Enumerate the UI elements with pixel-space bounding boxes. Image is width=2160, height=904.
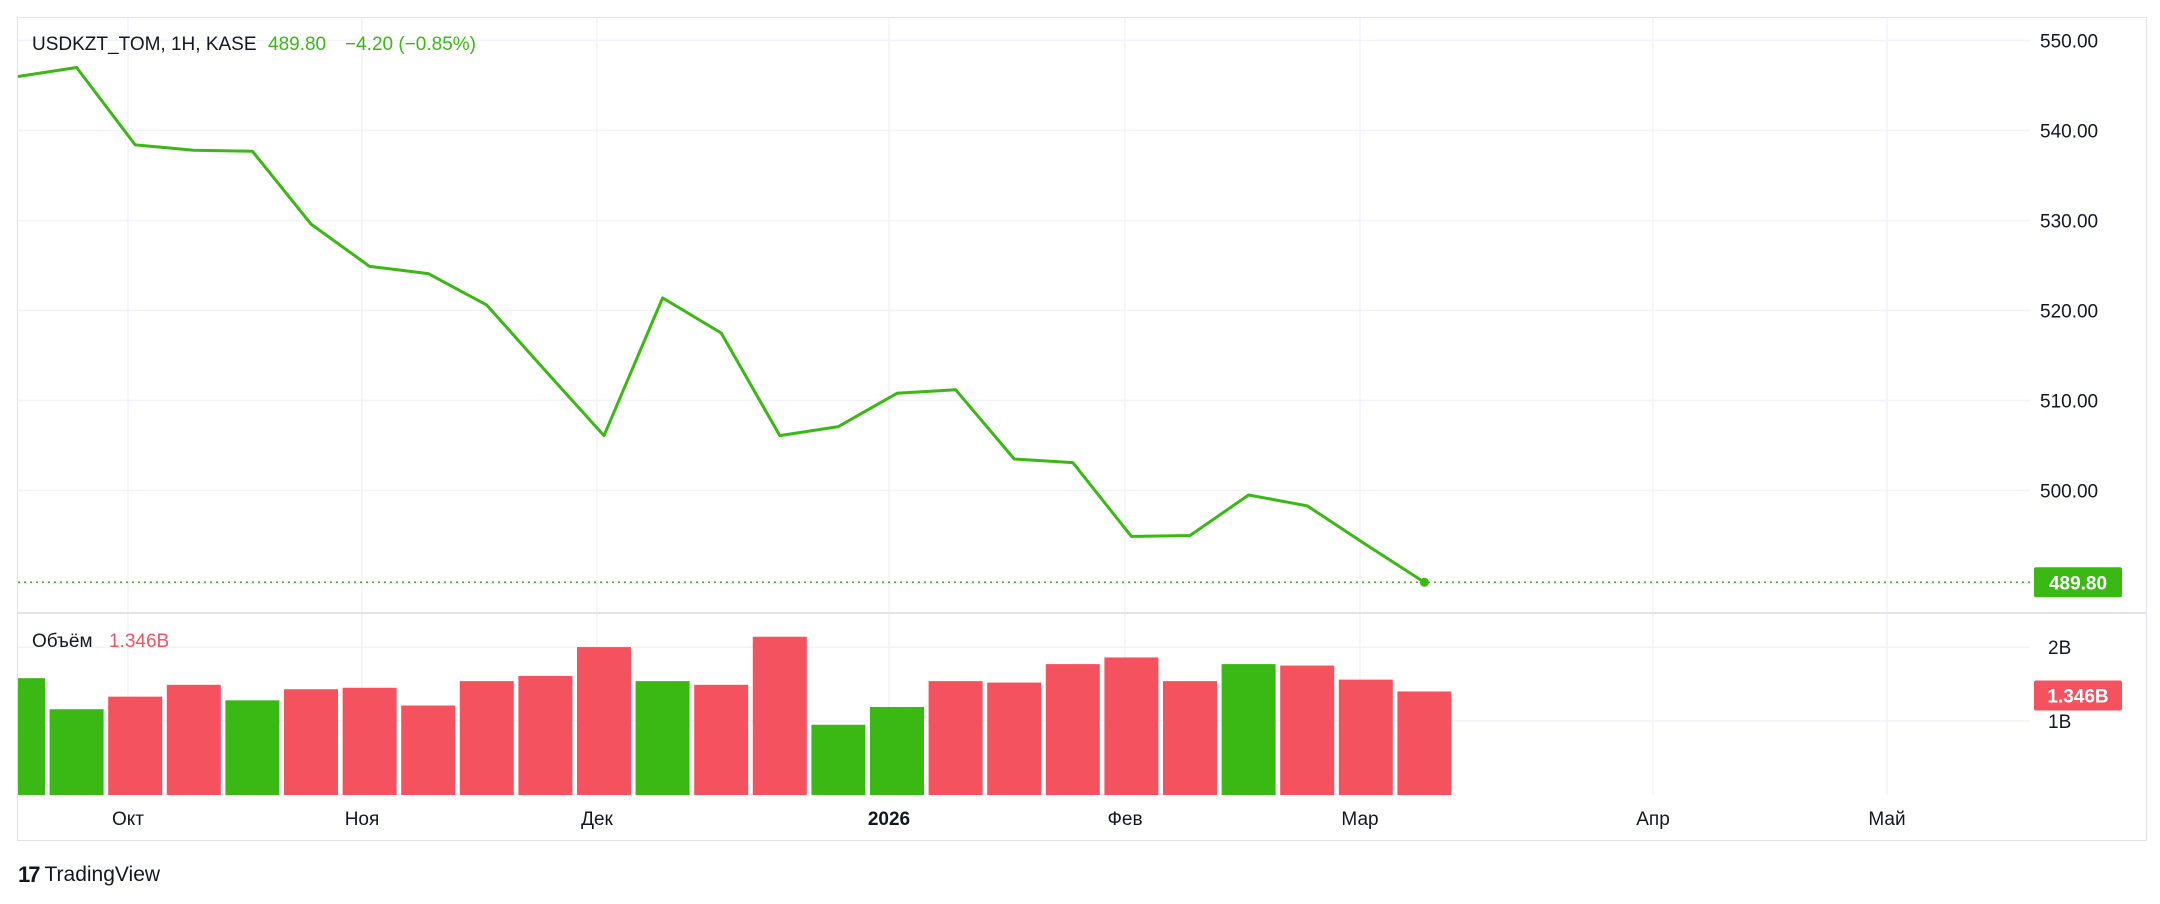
- last-price-dot: [1419, 577, 1429, 587]
- volume-bar: [694, 684, 749, 795]
- y-tick-label: 500.00: [2040, 482, 2098, 503]
- volume-bar: [284, 689, 338, 795]
- volume-bar: [18, 678, 45, 795]
- x-tick-label: Май: [1868, 809, 1905, 830]
- volume-bar: [342, 687, 397, 795]
- tradingview-logo-icon: 17: [18, 862, 41, 887]
- volume-legend-label: Объём: [32, 631, 93, 652]
- volume-bar: [225, 700, 280, 795]
- volume-bar: [1045, 664, 1100, 795]
- volume-bar: [752, 636, 807, 795]
- volume-bar: [1338, 679, 1393, 795]
- brand-label: TradingView: [44, 863, 161, 886]
- y-tick-label: 510.00: [2040, 392, 2098, 413]
- volume-bar: [108, 696, 163, 795]
- tradingview-brand[interactable]: 17 TradingView: [18, 862, 160, 888]
- y-tick-label: 550.00: [2040, 32, 2098, 53]
- y-tick-label: 530.00: [2040, 212, 2098, 233]
- volume-bar: [1280, 665, 1335, 795]
- volume-bar: [1397, 691, 1452, 795]
- chart-frame: [17, 17, 2147, 841]
- volume-bar: [811, 724, 866, 795]
- volume-badge-label: 1.346B: [2047, 686, 2108, 707]
- chart-header-price: 489.80: [268, 34, 326, 55]
- volume-bar: [1163, 681, 1217, 795]
- volume-bar: [518, 675, 573, 795]
- volume-y-tick: 1B: [2048, 712, 2071, 733]
- x-tick-label: Ноя: [345, 809, 380, 830]
- volume-bar: [1104, 657, 1159, 795]
- volume-bar: [577, 647, 631, 795]
- volume-bar: [401, 705, 456, 795]
- y-tick-label: 540.00: [2040, 122, 2098, 143]
- chart-header-change: −4.20 (−0.85%): [345, 34, 476, 55]
- y-tick-label: 520.00: [2040, 302, 2098, 323]
- volume-legend-value: 1.346B: [109, 631, 169, 652]
- volume-bar: [928, 681, 983, 795]
- volume-bar: [49, 709, 104, 795]
- x-tick-label: Апр: [1636, 809, 1670, 830]
- volume-y-tick: 2B: [2048, 638, 2071, 659]
- volume-bar: [987, 682, 1042, 795]
- volume-badge: [2034, 680, 2122, 711]
- volume-bar: [1221, 664, 1276, 795]
- x-tick-label: Окт: [112, 809, 144, 830]
- x-tick-label: Мар: [1341, 809, 1378, 830]
- volume-bar: [459, 681, 514, 795]
- price-badge-label: 489.80: [2049, 573, 2107, 594]
- volume-bar: [870, 706, 924, 795]
- volume-bar: [166, 684, 221, 795]
- chart-header-symbol: USDKZT_TOM, 1H, KASE: [32, 34, 257, 55]
- price-line: [17, 66, 1426, 584]
- x-tick-label: Дек: [581, 809, 613, 830]
- volume-bar: [635, 681, 690, 795]
- x-tick-label: Фев: [1107, 809, 1142, 830]
- x-tick-label: 2026: [868, 809, 910, 830]
- price-badge: [2034, 567, 2122, 598]
